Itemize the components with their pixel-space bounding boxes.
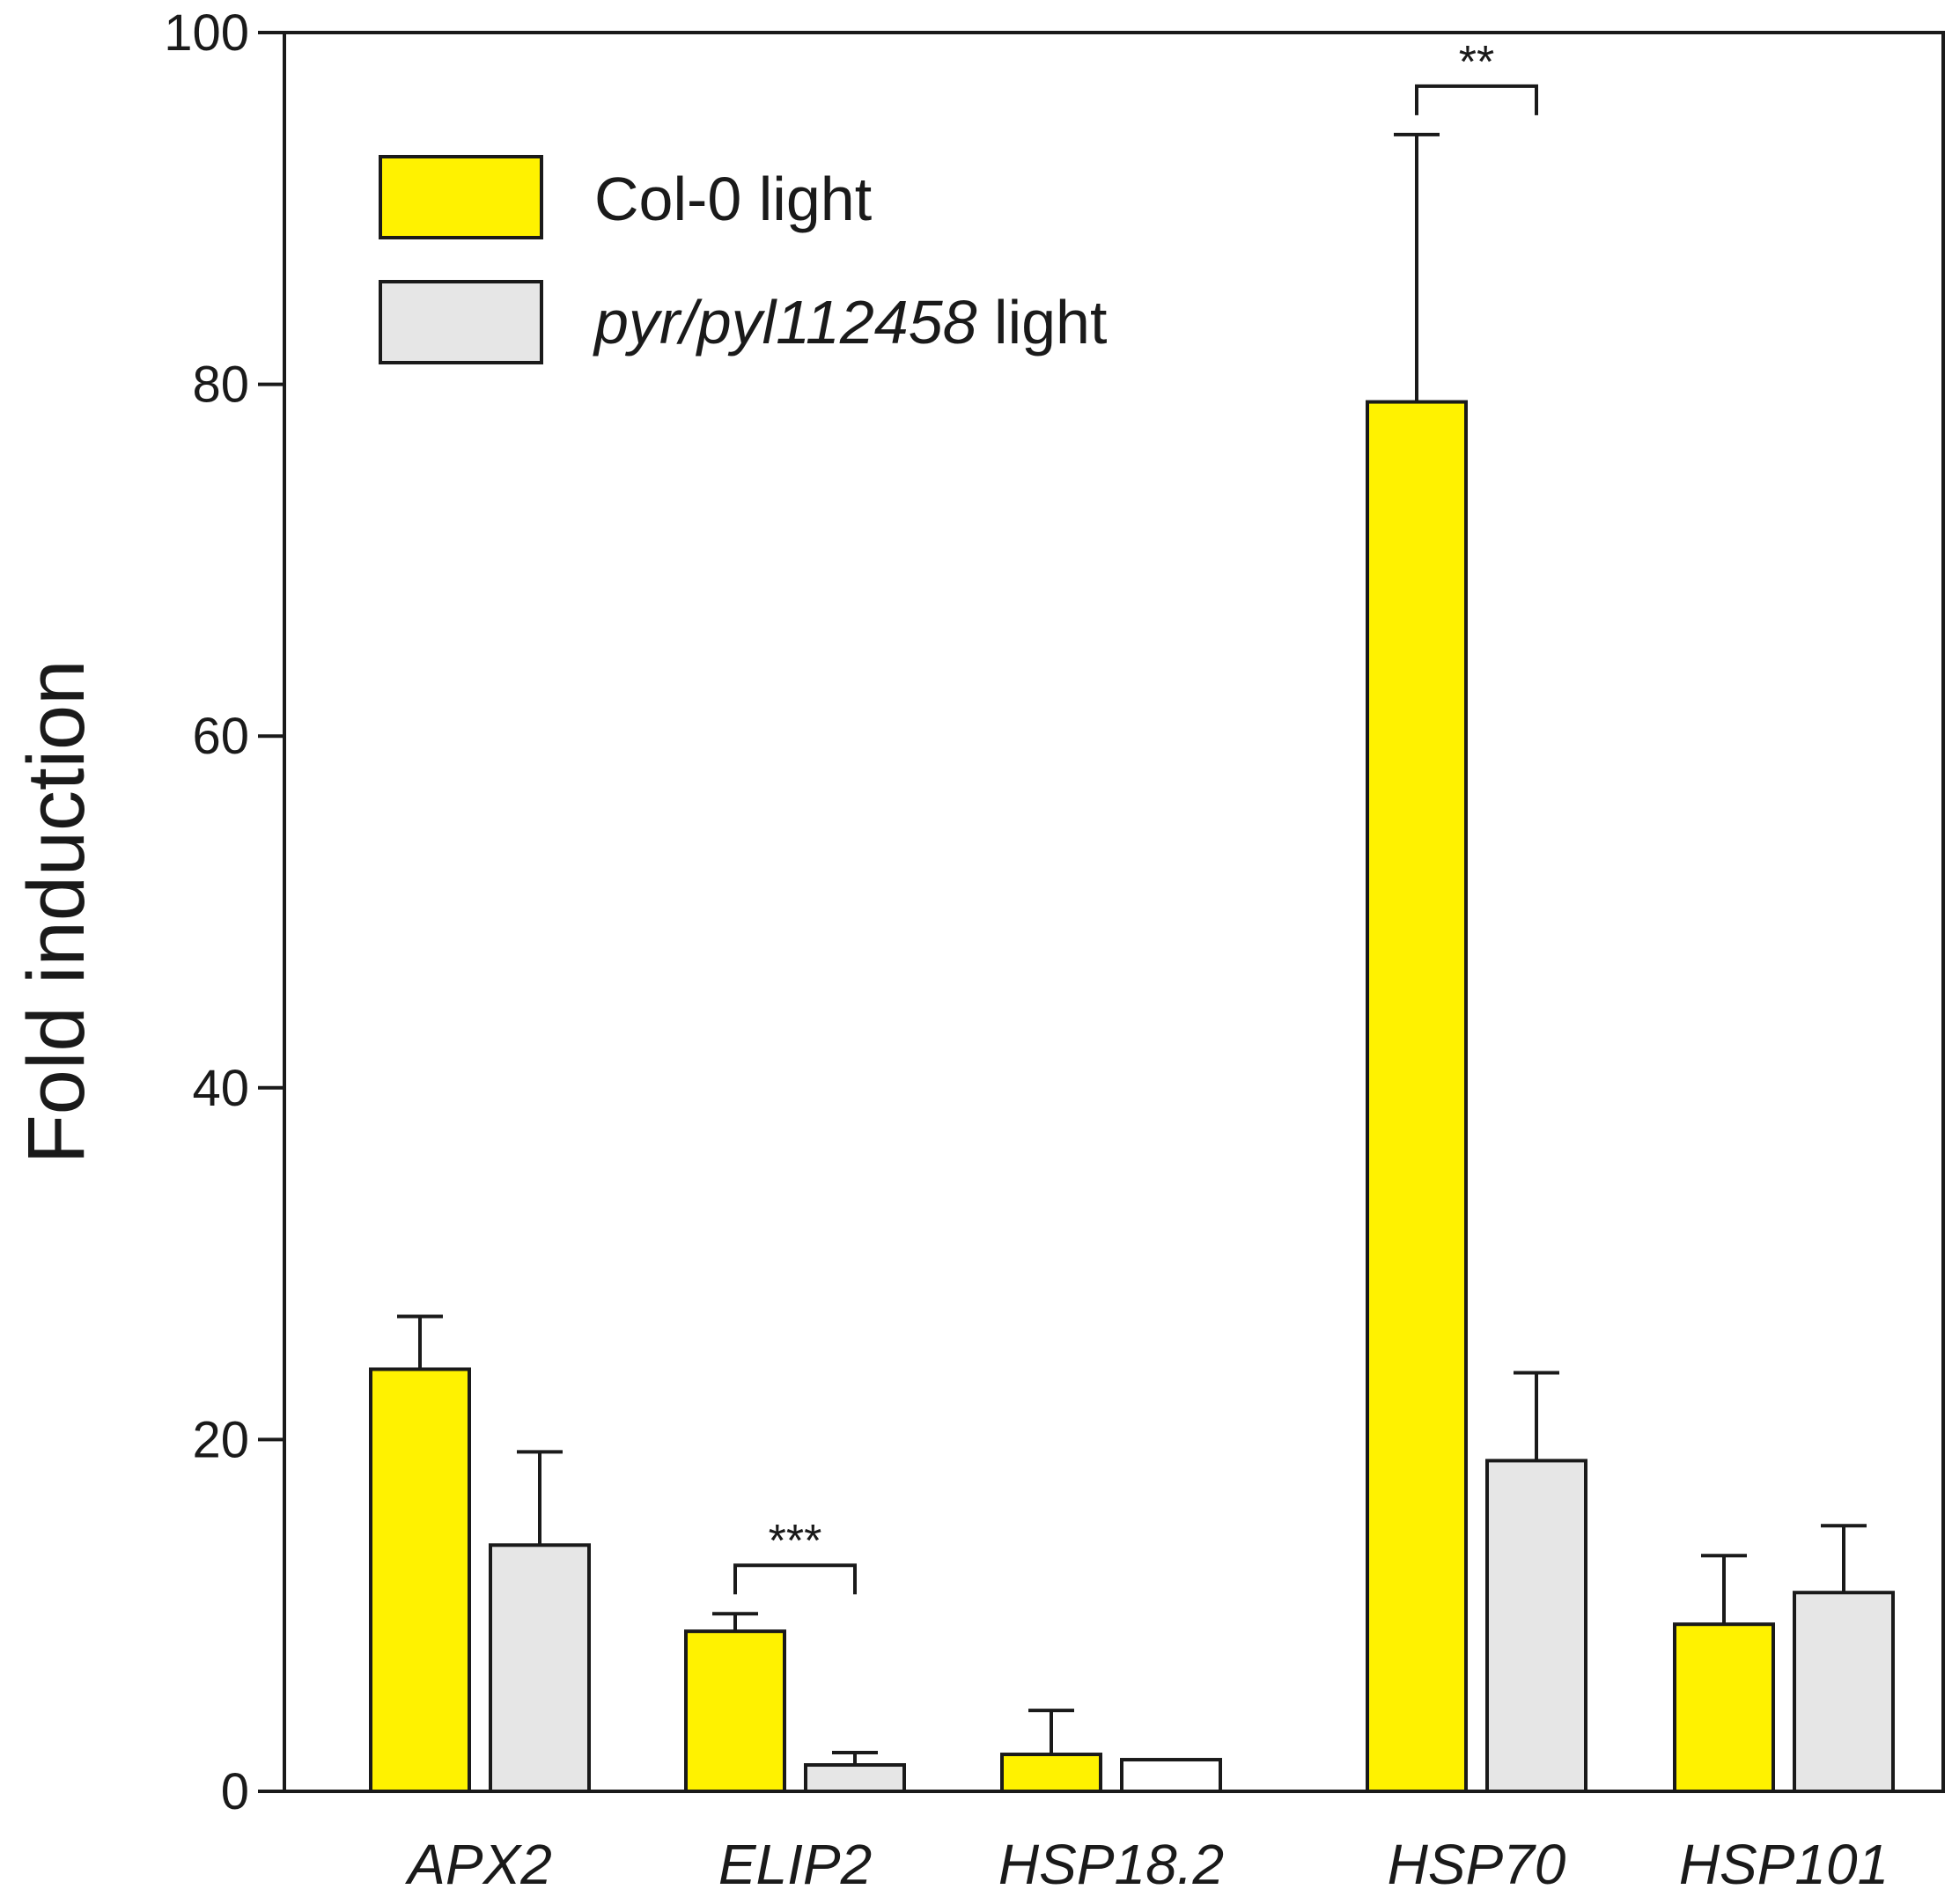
- legend-label-col0: Col-0 light: [594, 165, 872, 233]
- significance-label-hsp70: **: [1459, 37, 1494, 88]
- significance-label-elip2: ***: [769, 1516, 822, 1567]
- significance-hsp70: **: [1415, 37, 1538, 115]
- error-bar-mutant-elip2: [832, 1751, 878, 1766]
- error-bar-col0-hsp70: [1394, 132, 1440, 402]
- legend-label-mutant-suffix: light: [977, 288, 1108, 357]
- x-tick-label-hsp70: HSP70: [1388, 1833, 1566, 1896]
- plot-frame: [283, 31, 1945, 1793]
- bar-col0-hsp101: [1673, 1622, 1775, 1793]
- bar-mutant-hsp101: [1793, 1591, 1895, 1793]
- y-tick-label-60: 60: [192, 708, 249, 765]
- bar-mutant-apx2: [489, 1543, 591, 1794]
- bars: [369, 400, 1895, 1794]
- error-bar-col0-hsp101: [1701, 1554, 1747, 1625]
- x-axis: APX2 ELIP2 HSP18.2 HSP70 HSP101: [404, 1833, 1889, 1896]
- y-axis: 0 20 40 60 80 100: [164, 4, 284, 1820]
- error-bar-mutant-hsp101: [1821, 1524, 1867, 1593]
- bar-mutant-hsp18-2: [1120, 1758, 1222, 1794]
- x-tick-label-hsp18-2: HSP18.2: [998, 1833, 1224, 1896]
- error-bar-col0-apx2: [397, 1314, 443, 1370]
- x-tick-label-apx2: APX2: [404, 1833, 552, 1896]
- legend-label-mutant: pyr/pyl112458 light: [593, 288, 1107, 357]
- error-bars: [397, 132, 1867, 1766]
- error-bar-mutant-hsp70: [1514, 1371, 1559, 1461]
- legend-swatch-col0: [379, 155, 543, 239]
- legend-swatch-mutant: [379, 280, 543, 364]
- y-tick-label-20: 20: [192, 1411, 249, 1468]
- y-tick-label-80: 80: [192, 357, 249, 414]
- error-bar-col0-elip2: [712, 1612, 758, 1632]
- significance-annotations: *****: [733, 37, 1538, 1595]
- error-bar-mutant-apx2: [517, 1450, 563, 1546]
- bar-mutant-hsp70: [1485, 1459, 1587, 1793]
- y-axis-label: Fold induction: [11, 660, 101, 1165]
- error-bar-col0-hsp18-2: [1028, 1709, 1074, 1755]
- bar-mutant-elip2: [804, 1763, 906, 1794]
- x-tick-label-hsp101: HSP101: [1679, 1833, 1889, 1896]
- bar-col0-hsp70: [1366, 400, 1468, 1794]
- y-tick-label-0: 0: [221, 1763, 249, 1820]
- significance-elip2: ***: [733, 1516, 857, 1595]
- bar-col0-elip2: [684, 1629, 786, 1793]
- bar-col0-hsp18-2: [1000, 1753, 1102, 1793]
- legend-label-mutant-italic: pyr/pyl112458: [593, 288, 977, 357]
- bar-col0-apx2: [369, 1367, 471, 1793]
- x-tick-label-elip2: ELIP2: [718, 1833, 872, 1896]
- y-tick-label-40: 40: [192, 1060, 249, 1117]
- y-tick-label-100: 100: [164, 4, 249, 62]
- legend: Col-0 light pyr/pyl112458 light: [379, 155, 1107, 364]
